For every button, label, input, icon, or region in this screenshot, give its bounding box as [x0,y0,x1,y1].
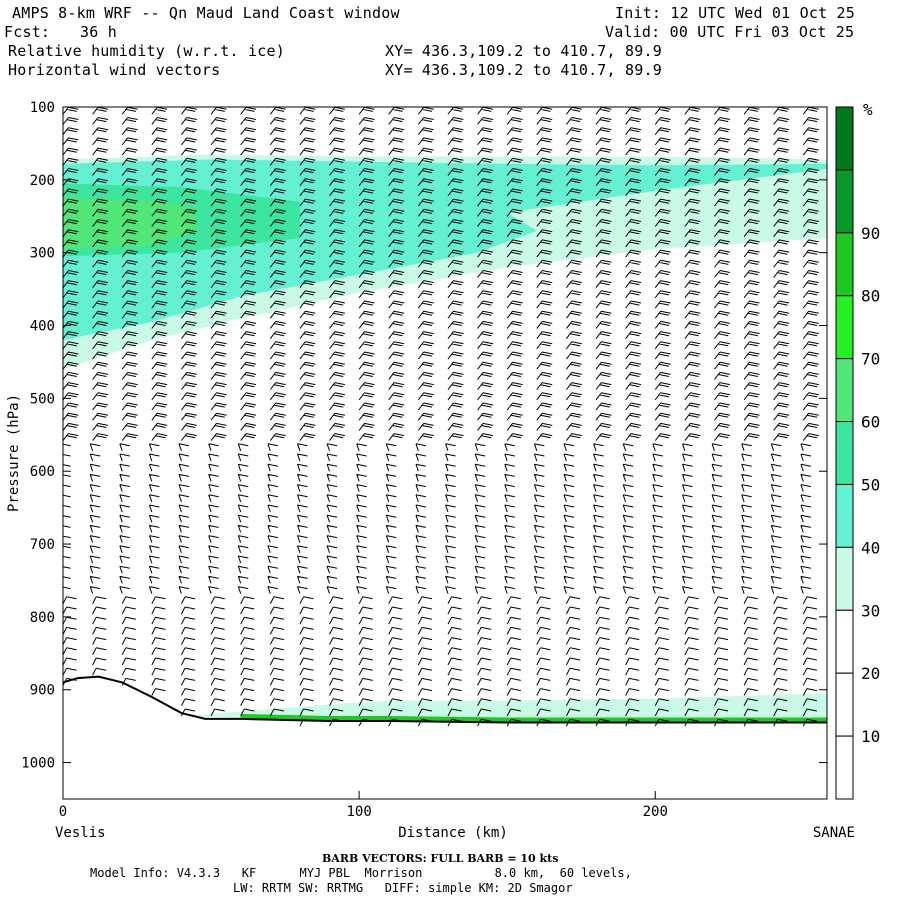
colorbar-segment-10 [835,735,854,800]
y-tick-label-700: 700 [30,537,55,553]
x-axis-label: Distance (km) [398,825,508,841]
wind-barb-column-2 [119,107,138,686]
colorbar-label-90: 90 [861,224,880,243]
wind-barb-column-21 [682,107,701,727]
rh-band-low-level [196,693,827,723]
y-tick-label-1000: 1000 [21,756,55,772]
wind-barb-column-19 [622,107,642,727]
wind-barb-column-25 [800,107,819,727]
wind-barb-column-8 [297,107,316,727]
init-time: Init: 12 UTC Wed 01 Oct 25 [615,4,855,22]
wind-barb-column-22 [711,107,730,727]
wind-barb-column-13 [445,107,464,727]
y-tick-label-500: 500 [30,391,55,407]
colorbar-segment-2 [835,232,854,297]
wind-barbs [63,107,819,727]
valid-time: Valid: 00 UTC Fri 03 Oct 25 [605,23,855,41]
y-tick-label-800: 800 [30,610,55,626]
colorbar-segment-6 [835,483,854,548]
colorbar-segment-4 [835,358,854,423]
wind-barb-column-12 [415,107,434,727]
fcst-value: 36 h [80,23,117,41]
wind-barb-column-6 [237,107,257,717]
x-tick-label-100: 100 [346,804,371,820]
xy-coords-2: XY= 436.3,109.2 to 410.7, 89.9 [385,61,662,79]
colorbar-label-60: 60 [861,413,880,432]
colorbar-segment-8 [835,609,854,674]
colorbar-segment-3 [835,295,854,360]
colorbar-label-50: 50 [861,475,880,494]
y-axis-label: Pressure (hPa) [6,394,22,512]
y-tick-label-200: 200 [30,173,55,189]
wind-barb-column-14 [474,107,494,727]
field-rh: Relative humidity (w.r.t. ice) [8,42,285,60]
plot-frame [62,106,828,800]
y-tick-label-400: 400 [30,319,55,335]
terrain-surface-line [63,675,827,724]
colorbar-label-20: 20 [861,664,880,683]
wind-barb-column-5 [208,107,227,717]
barb-note: BARB VECTORS: FULL BARB = 10 kts [322,852,559,865]
y-tick-label-600: 600 [30,464,55,480]
wind-barb-column-23 [741,107,760,727]
colorbar-segment-1 [835,169,854,234]
x-tick-label-200: 200 [643,804,668,820]
y-tick-label-900: 900 [30,683,55,699]
left-endpoint-label: Veslis [55,825,106,841]
wind-barb-column-9 [326,107,345,727]
wind-barb-column-16 [533,107,553,727]
wind-barb-column-3 [148,107,168,696]
model-info: Model Info: V4.3.3 KF MYJ PBL Morrison 8… [90,866,632,880]
wind-barb-column-7 [267,107,286,717]
wind-barb-column-15 [504,107,523,727]
colorbar-label-30: 30 [861,601,880,620]
colorbar-label-10: 10 [861,727,880,746]
fcst-label: Fcst: [4,23,51,41]
wind-barb-column-24 [770,107,790,727]
x-tick-label-0: 0 [59,804,67,820]
colorbar-label-70: 70 [861,350,880,369]
plot-area [63,107,827,727]
wind-barb-column-18 [593,107,612,727]
wind-barb-column-11 [385,107,405,727]
wind-barb-column-10 [356,107,375,727]
wind-barb-column-17 [563,107,582,727]
y-tick-label-300: 300 [30,246,55,262]
field-wind: Horizontal wind vectors [8,61,221,79]
wind-barb-column-0 [63,107,79,686]
wind-barb-column-4 [178,107,197,717]
colorbar-label-40: 40 [861,538,880,557]
right-endpoint-label: SANAE [813,825,855,841]
wind-barb-column-1 [89,107,109,676]
colorbar-unit: % [863,100,873,119]
colorbar-label-80: 80 [861,287,880,306]
physics-info: LW: RRTM SW: RRTMG DIFF: simple KM: 2D S… [233,881,573,895]
colorbar-segment-7 [835,546,854,611]
title: AMPS 8-km WRF -- Qn Maud Land Coast wind… [12,4,400,22]
colorbar-segment-9 [835,672,854,737]
colorbar-segment-0 [835,106,854,171]
y-tick-label-100: 100 [30,100,55,116]
wind-barb-column-20 [652,107,671,727]
xy-coords-1: XY= 436.3,109.2 to 410.7, 89.9 [385,42,662,60]
colorbar-segment-5 [835,421,854,485]
